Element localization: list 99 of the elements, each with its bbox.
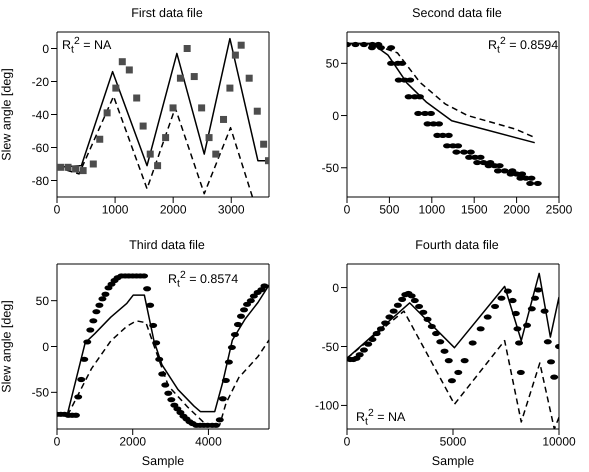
point xyxy=(360,42,368,48)
point xyxy=(72,165,80,172)
x-tick-label: 500 xyxy=(379,202,400,217)
point xyxy=(368,336,376,342)
y-tick-label: 0 xyxy=(42,42,50,56)
point xyxy=(468,340,477,346)
point xyxy=(385,314,394,320)
point xyxy=(428,324,436,330)
point xyxy=(410,298,419,304)
point xyxy=(206,134,213,142)
x-tick-label: 1000 xyxy=(418,202,446,217)
chart-title: Third data file xyxy=(128,238,206,252)
point xyxy=(515,340,524,346)
x-tick-label: 2000 xyxy=(119,434,146,449)
y-tick-label: -20 xyxy=(32,74,50,89)
point xyxy=(226,84,234,92)
point xyxy=(118,58,126,66)
point xyxy=(133,94,140,102)
point xyxy=(162,134,170,142)
chart-title: Fourth data file xyxy=(414,238,500,252)
point xyxy=(90,160,97,168)
point xyxy=(260,140,268,148)
point xyxy=(184,45,191,52)
y-axis-title: Slew angle [deg] xyxy=(0,68,14,161)
point xyxy=(426,110,435,116)
point xyxy=(254,108,261,115)
chart-title: First data file xyxy=(130,6,204,20)
point xyxy=(220,116,228,123)
y-tick-label: -50 xyxy=(322,161,340,176)
point xyxy=(64,164,72,171)
point xyxy=(454,370,462,376)
x-tick-label: 1500 xyxy=(460,202,488,217)
point xyxy=(452,149,460,155)
point xyxy=(112,84,120,92)
point xyxy=(526,180,534,186)
point xyxy=(96,136,104,143)
annotation: R$_{t}$$^{2}$ = NA xyxy=(62,36,112,56)
point xyxy=(176,74,184,82)
y-tick-label: 0 xyxy=(332,280,340,295)
point xyxy=(534,287,542,293)
y-tick-label: -50 xyxy=(322,340,340,354)
x-tick-label: 10000 xyxy=(542,434,576,449)
x-tick-label: 3000 xyxy=(218,202,245,217)
y-tick-label: 50 xyxy=(326,56,340,71)
point xyxy=(432,330,440,336)
point xyxy=(246,74,253,82)
point xyxy=(351,42,360,48)
point xyxy=(406,77,414,83)
x-tick-label: 4000 xyxy=(195,434,222,449)
y-axis-title: Slew angle [deg] xyxy=(0,300,14,393)
y-tick-label: -50 xyxy=(32,386,50,400)
annotation: R$_{t}$$^{2}$ = 0.8594 xyxy=(488,36,558,56)
y-tick-label: 50 xyxy=(36,294,50,308)
point xyxy=(126,66,133,74)
x-tick-label: 2000 xyxy=(160,202,187,217)
point xyxy=(154,162,162,170)
point xyxy=(170,104,177,112)
y-tick-label: 0 xyxy=(332,108,340,123)
y-tick-label: 0 xyxy=(42,340,50,354)
y-tick-label: -80 xyxy=(32,174,50,188)
point xyxy=(512,310,520,316)
point xyxy=(491,304,500,310)
annotation: R$_{t}$$^{2}$ = 0.8574 xyxy=(168,270,238,290)
x-axis-title: Sample xyxy=(142,454,184,468)
point xyxy=(57,164,64,171)
point xyxy=(146,150,154,158)
point xyxy=(480,160,488,166)
point xyxy=(360,347,368,353)
y-tick-label: -60 xyxy=(32,140,50,155)
x-tick-label: 0 xyxy=(344,202,351,217)
x-tick-label: 0 xyxy=(54,434,61,449)
point xyxy=(232,52,239,59)
point xyxy=(140,122,147,130)
annotation: R$_{t}$$^{2}$ = NA xyxy=(356,408,406,428)
point xyxy=(484,314,492,320)
point xyxy=(372,330,381,336)
y-tick-label: -40 xyxy=(32,108,50,122)
point xyxy=(381,320,390,326)
point xyxy=(460,149,468,155)
y-tick-label: -100 xyxy=(314,398,340,413)
point xyxy=(104,109,111,116)
point xyxy=(516,370,525,376)
point xyxy=(212,150,220,158)
x-axis-title: Sample xyxy=(432,454,474,468)
x-tick-label: 2000 xyxy=(503,202,530,217)
point xyxy=(238,42,245,49)
point xyxy=(415,304,424,310)
x-tick-label: 1000 xyxy=(102,202,129,217)
x-tick-label: 5000 xyxy=(440,434,467,449)
x-tick-label: 0 xyxy=(54,202,61,217)
point xyxy=(534,180,542,186)
x-tick-label: 2500 xyxy=(546,202,573,217)
point xyxy=(508,298,517,304)
chart-title: Second data file xyxy=(411,6,503,20)
point xyxy=(198,104,206,112)
x-tick-label: 0 xyxy=(344,434,351,449)
point xyxy=(466,149,475,155)
point xyxy=(190,73,198,80)
point xyxy=(80,167,87,174)
